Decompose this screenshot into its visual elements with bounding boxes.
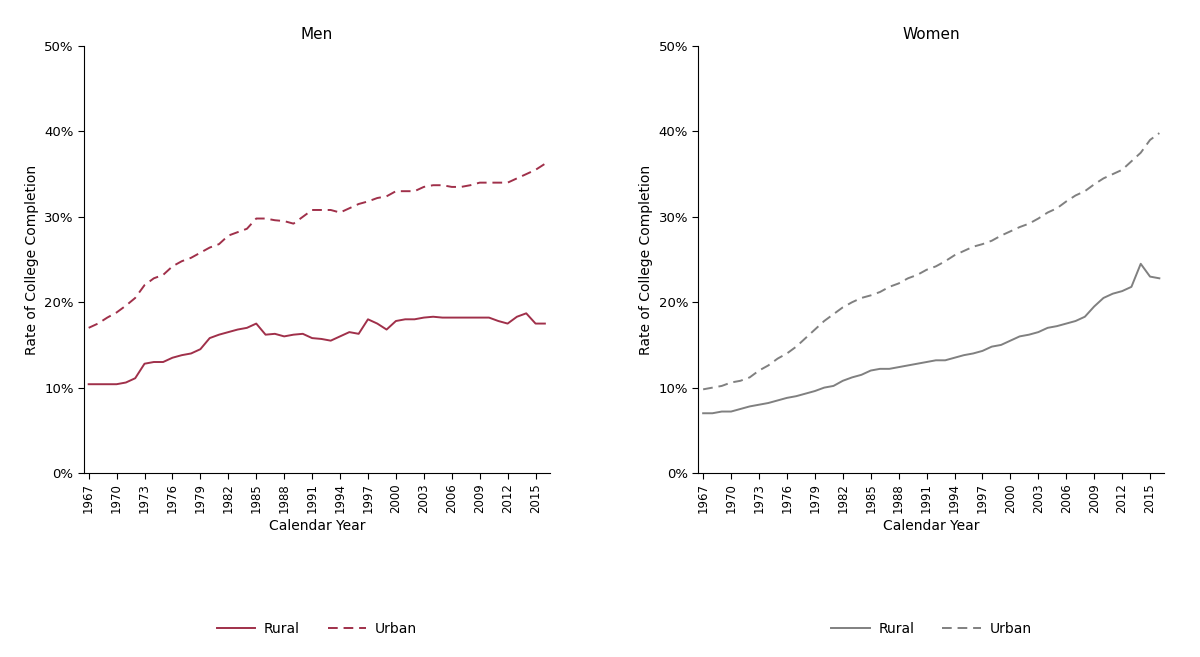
X-axis label: Calendar Year: Calendar Year [883,519,979,533]
Y-axis label: Rate of College Completion: Rate of College Completion [640,164,653,355]
Legend: Rural, Urban: Rural, Urban [826,617,1037,642]
Title: Women: Women [902,27,960,42]
Y-axis label: Rate of College Completion: Rate of College Completion [24,164,38,355]
Legend: Rural, Urban: Rural, Urban [211,617,422,642]
X-axis label: Calendar Year: Calendar Year [269,519,365,533]
Title: Men: Men [301,27,332,42]
